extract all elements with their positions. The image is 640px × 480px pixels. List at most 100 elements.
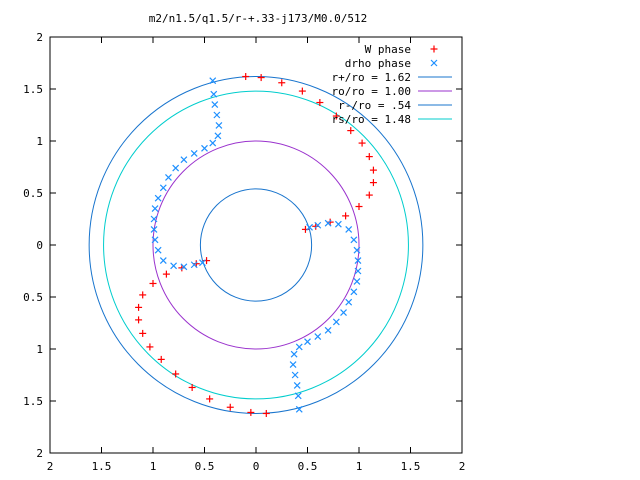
drho-phase-point xyxy=(295,405,303,413)
drho-phase-point xyxy=(345,225,353,233)
drho-phase-point xyxy=(150,215,158,223)
drho-phase-point xyxy=(306,223,313,231)
x-tick-label: 1.5 xyxy=(92,460,112,473)
drho-phase-point xyxy=(154,194,162,202)
drho-phase-point xyxy=(354,267,362,275)
drho-phase-point xyxy=(290,350,298,358)
drho-phase-point xyxy=(199,259,206,267)
drho-phase-point xyxy=(213,111,221,119)
drho-phase-point xyxy=(332,318,340,326)
drho-phase-point xyxy=(159,257,167,265)
drho-phase-point xyxy=(324,219,332,227)
drho-phase-point xyxy=(340,309,347,317)
drho-phase-point xyxy=(190,150,198,157)
w-phase-point xyxy=(139,329,147,337)
legend-label: W phase xyxy=(365,43,411,56)
x-tick-label: 1 xyxy=(356,460,363,473)
x-tick-label: 0 xyxy=(253,460,260,473)
axis-ticks xyxy=(49,36,463,454)
drho-phase-point xyxy=(430,59,438,67)
drho-phase-point xyxy=(170,262,178,270)
reference-circle xyxy=(103,90,409,400)
drho-phase-point xyxy=(334,220,342,228)
chart-title: m2/n1.5/q1.5/r-+.33-j173/M0.0/512 xyxy=(149,12,368,25)
w-phase-point xyxy=(369,179,377,187)
legend-label: rs/ro = 1.48 xyxy=(332,113,411,126)
drho-phase-point xyxy=(354,257,362,265)
y-tick-label: 0 xyxy=(36,239,43,252)
w-phase-point xyxy=(135,303,143,311)
y-tick-label: 0.5 xyxy=(23,291,43,304)
y-tick-label: 1 xyxy=(36,135,43,148)
drho-phase-point xyxy=(150,225,158,233)
drho-phase-point xyxy=(295,343,303,351)
drho-phase-point xyxy=(154,246,162,254)
w-phase-point xyxy=(278,79,286,87)
w-phase-point xyxy=(188,383,196,391)
reference-circle xyxy=(199,188,313,302)
legend-label: r-/ro = .54 xyxy=(338,99,411,112)
drho-phase-point xyxy=(209,77,217,85)
x-tick-labels: 2 1.5 1 0.5 0 0.5 1 1.5 2 xyxy=(47,460,466,473)
x-tick-label: 2 xyxy=(47,460,54,473)
drho-phase-point xyxy=(190,261,198,269)
w-phase-point xyxy=(262,409,270,417)
drho-phase-point xyxy=(350,236,358,244)
y-tick-label: 2 xyxy=(36,31,43,44)
y-tick-label: 2 xyxy=(36,447,43,460)
w-phase-point xyxy=(365,191,373,199)
x-tick-label: 1.5 xyxy=(401,460,421,473)
drho-phase-point xyxy=(314,221,322,229)
drho-phase-point xyxy=(294,392,302,400)
y-tick-label: 1.5 xyxy=(23,395,43,408)
y-tick-label: 0.5 xyxy=(23,187,43,200)
drho-phase-point xyxy=(172,164,180,172)
drho-phase-point xyxy=(304,338,311,346)
drho-phase-point xyxy=(165,173,172,181)
y-tick-labels: 2 1.5 1 0.5 0 0.5 1 1.5 2 xyxy=(23,31,43,460)
drho-phase-point xyxy=(209,139,217,147)
w-phase-point xyxy=(146,343,154,351)
w-phase-point xyxy=(355,203,363,211)
w-phase-point xyxy=(149,279,157,287)
x-tick-label: 1 xyxy=(150,460,157,473)
w-phase-point xyxy=(226,403,234,411)
w-phase-point xyxy=(257,74,265,82)
x-tick-label: 2 xyxy=(459,460,466,473)
w-phase-point xyxy=(206,395,214,403)
drho-phase-point xyxy=(180,263,188,271)
drho-phase-point xyxy=(159,184,167,192)
w-phase-point xyxy=(316,99,324,107)
drho-phase-point xyxy=(353,277,361,285)
legend-label: r+/ro = 1.62 xyxy=(332,71,411,84)
drho-phase-point xyxy=(345,298,353,306)
legend-label: drho phase xyxy=(345,57,411,70)
w-phase-point xyxy=(172,370,180,378)
w-phase-point xyxy=(162,270,170,278)
drho-phase-point xyxy=(211,101,219,109)
legend-label: ro/ro = 1.00 xyxy=(332,85,411,98)
drho-phase-point xyxy=(293,381,301,389)
drho-phase-point xyxy=(214,132,222,140)
drho-phase-point xyxy=(291,371,299,379)
w-phase-point xyxy=(342,212,350,220)
w-phase-point xyxy=(139,291,147,299)
x-tick-label: 0.5 xyxy=(298,460,318,473)
w-phase-point xyxy=(298,87,306,95)
y-tick-label: 1.5 xyxy=(23,83,43,96)
drho-phase-point xyxy=(289,361,297,369)
reference-circle xyxy=(88,76,424,414)
reference-circle xyxy=(152,140,360,350)
drho-phase-point xyxy=(201,144,208,152)
drho-phase-point xyxy=(151,205,159,213)
drho-phase-point xyxy=(314,333,322,340)
drho-phase-point xyxy=(180,156,188,164)
x-tick-label: 0.5 xyxy=(195,460,215,473)
drho-phase-point xyxy=(350,288,358,296)
w-phase-point xyxy=(242,73,250,81)
w-phase-point xyxy=(332,112,340,120)
w-phase-point xyxy=(369,166,377,174)
w-phase-point xyxy=(430,45,438,53)
